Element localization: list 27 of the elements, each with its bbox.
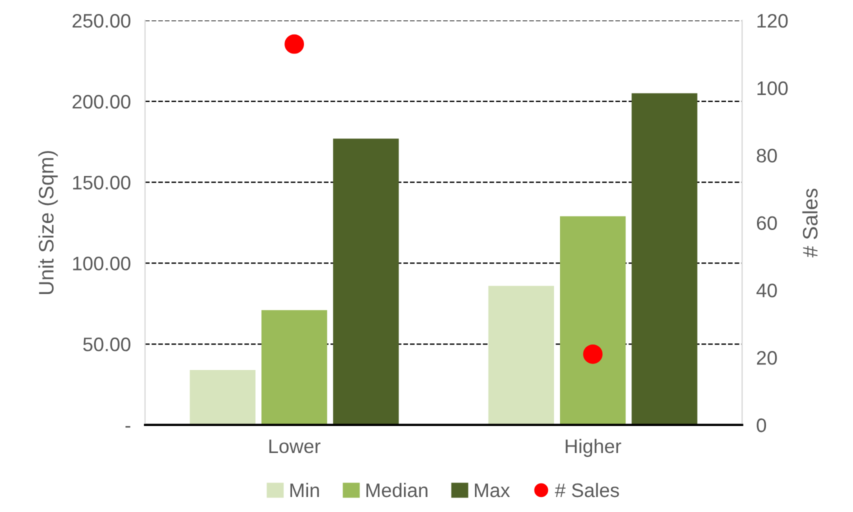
y2-tick-label: 60 <box>756 216 777 230</box>
y2-tick-label: 120 <box>757 14 788 28</box>
y-tick-label: 200.00 <box>72 94 130 109</box>
y2-axis-title: # Sales <box>802 188 818 258</box>
y2-tick-label: 20 <box>756 351 777 365</box>
y-axis-title: Unit Size (Sqm) <box>38 151 58 294</box>
bar <box>190 370 256 425</box>
y2-tick-label: 0 <box>756 418 766 432</box>
bar <box>261 310 328 425</box>
bar <box>560 216 626 425</box>
legend-label: Max <box>474 484 510 498</box>
y-tick-label: 150.00 <box>73 176 130 190</box>
legend-label: Min <box>290 482 319 497</box>
y2-tick-label: 40 <box>756 284 777 298</box>
legend-label: Median <box>366 482 428 498</box>
y-tick-label: 100.00 <box>73 256 130 270</box>
y-tick-label: 250.00 <box>72 14 130 28</box>
y-tick-label: - <box>126 426 130 428</box>
y2-tick-label: 100 <box>757 81 788 96</box>
x-tick-label: Higher <box>566 438 622 457</box>
bar <box>488 286 554 425</box>
bar <box>632 93 698 425</box>
x-tick-label: Lower <box>269 440 320 454</box>
legend-label: # Sales <box>554 482 619 498</box>
y-tick-label: 50.00 <box>83 338 130 352</box>
bar <box>333 138 399 425</box>
y2-tick-label: 80 <box>756 148 777 163</box>
